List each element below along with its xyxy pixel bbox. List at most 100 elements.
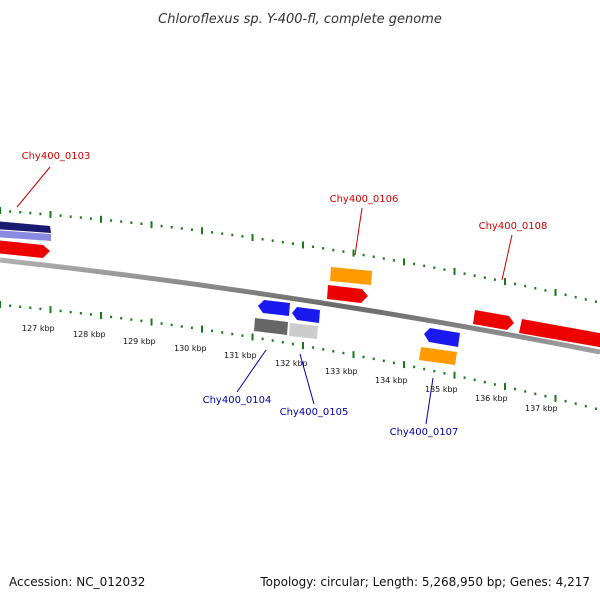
minor-tick	[190, 228, 193, 231]
minor-tick	[39, 307, 42, 311]
minor-tick	[291, 342, 294, 346]
minor-tick	[110, 315, 113, 319]
leader-0105	[299, 353, 315, 405]
gene-red-0108b[interactable]	[519, 319, 600, 348]
minor-tick	[594, 300, 597, 303]
minor-tick	[160, 224, 163, 228]
minor-tick	[271, 239, 274, 242]
minor-tick	[29, 306, 32, 309]
gene-blue-0105[interactable]	[292, 307, 320, 323]
gene-blue-0104[interactable]	[258, 300, 290, 316]
major-tick	[49, 211, 52, 218]
minor-tick	[463, 376, 466, 379]
minor-tick	[120, 317, 123, 320]
minor-tick	[9, 304, 12, 307]
minor-tick	[493, 383, 496, 386]
gene-red-0108a[interactable]	[473, 310, 514, 330]
gene-red-0106[interactable]	[327, 285, 368, 303]
minor-tick	[180, 325, 183, 328]
minor-tick	[473, 378, 476, 382]
major-tick	[100, 215, 102, 223]
minor-tick	[180, 227, 183, 230]
minor-tick	[534, 392, 537, 396]
leader-0108	[501, 234, 513, 281]
major-tick	[251, 333, 254, 341]
leader-0106	[354, 207, 363, 256]
major-tick	[150, 318, 153, 326]
gene-label-0108[interactable]: Chy400_0108	[479, 221, 548, 232]
kbp-label-130: 130 kbp	[174, 344, 207, 353]
gene-label-0105[interactable]: Chy400_0105	[280, 407, 349, 418]
kbp-label-132: 132 kbp	[275, 359, 308, 368]
major-tick	[150, 221, 153, 229]
gene-orange-0106[interactable]	[330, 267, 372, 285]
gene-lavender[interactable]	[0, 230, 51, 241]
major-tick	[352, 351, 355, 359]
minor-tick	[574, 402, 577, 405]
major-tick	[453, 371, 456, 379]
gene-lightgray-0105[interactable]	[289, 323, 318, 339]
minor-tick	[392, 259, 395, 262]
major-tick	[504, 278, 506, 285]
major-tick	[554, 288, 557, 296]
minor-tick	[433, 266, 436, 269]
minor-tick	[463, 272, 466, 275]
outer-tick-track	[0, 207, 597, 303]
minor-tick	[241, 334, 244, 337]
major-tick	[251, 234, 254, 241]
minor-tick	[130, 221, 133, 224]
gene-labels: Chy400_0103 Chy400_0106 Chy400_0108 Chy4…	[22, 151, 548, 438]
leader-lines	[16, 166, 513, 425]
minor-tick	[514, 387, 517, 391]
minor-tick	[594, 407, 597, 410]
gene-label-0107[interactable]: Chy400_0107	[390, 427, 459, 438]
minor-tick	[231, 332, 234, 336]
minor-tick	[372, 255, 375, 258]
minor-tick	[69, 310, 72, 314]
minor-tick	[221, 232, 224, 235]
minor-tick	[281, 240, 284, 244]
gene-red-0103[interactable]	[0, 240, 50, 258]
minor-tick	[443, 268, 446, 271]
kbp-label-137: 137 kbp	[525, 404, 558, 413]
minor-tick	[544, 395, 547, 398]
minor-tick	[423, 367, 426, 371]
minor-tick	[59, 214, 62, 217]
minor-tick	[89, 313, 92, 316]
minor-tick	[443, 372, 446, 375]
kbp-tick-labels: 127 kbp 128 kbp 129 kbp 130 kbp 131 kbp …	[22, 324, 558, 413]
gene-gray-0104[interactable]	[254, 318, 288, 335]
minor-tick	[524, 390, 527, 393]
minor-tick	[241, 235, 244, 238]
minor-tick	[362, 355, 365, 359]
major-tick	[504, 383, 506, 390]
major-tick	[302, 342, 304, 349]
minor-tick	[382, 257, 385, 260]
minor-tick	[261, 238, 264, 241]
gene-blue-0107[interactable]	[424, 328, 460, 347]
kbp-label-133: 133 kbp	[325, 367, 358, 376]
major-tick	[0, 207, 1, 214]
minor-tick	[110, 219, 113, 222]
kbp-label-136: 136 kbp	[475, 394, 508, 403]
gene-navy[interactable]	[0, 221, 51, 233]
minor-tick	[39, 212, 42, 216]
minor-tick	[79, 216, 82, 219]
gene-label-0106[interactable]: Chy400_0106	[330, 194, 399, 205]
major-tick	[554, 394, 557, 402]
minor-tick	[231, 233, 234, 237]
kbp-label-129: 129 kbp	[123, 337, 156, 346]
leader-0104	[236, 349, 267, 393]
major-tick	[403, 361, 405, 369]
gene-orange-0107[interactable]	[419, 347, 457, 365]
major-tick	[100, 312, 102, 319]
minor-tick	[483, 380, 486, 384]
minor-tick	[433, 369, 436, 373]
gene-label-0103[interactable]: Chy400_0103	[22, 151, 91, 162]
forward-genes	[0, 221, 600, 348]
gene-label-0104[interactable]: Chy400_0104	[203, 395, 272, 406]
minor-tick	[89, 217, 92, 220]
minor-tick	[79, 312, 82, 315]
minor-tick	[564, 399, 567, 403]
